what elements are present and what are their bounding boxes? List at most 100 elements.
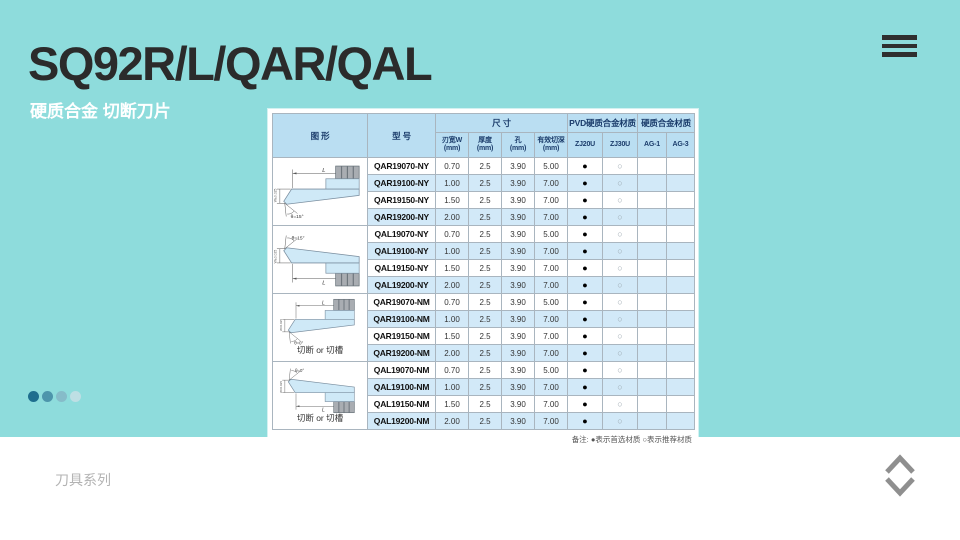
page-subtitle: 硬质合金 切断刀片 xyxy=(30,102,171,121)
thickness-cell: 2.5 xyxy=(468,395,502,413)
hole-cell: 3.90 xyxy=(501,293,535,311)
blade-figure-qal-ny: θ=15° W±0.025 L xyxy=(272,225,368,294)
svg-text:W±0.025: W±0.025 xyxy=(279,381,283,393)
depth-cell: 7.00 xyxy=(533,327,569,345)
width-cell: 2.00 xyxy=(435,344,469,362)
width-cell: 1.50 xyxy=(435,259,469,277)
ag1-cell xyxy=(637,361,668,379)
svg-text:W±0.025: W±0.025 xyxy=(274,188,278,202)
zj20u-marker: ● xyxy=(567,242,604,260)
blade-figure-qar-nm: L W±0.025 θ=0° 切断 or 切槽 xyxy=(272,293,368,362)
svg-text:L: L xyxy=(322,167,325,173)
hole-cell: 3.90 xyxy=(501,242,535,260)
depth-cell: 7.00 xyxy=(533,174,569,192)
figure-caption: 切断 or 切槽 xyxy=(296,345,344,356)
depth-cell: 7.00 xyxy=(533,378,569,396)
pagination-dot[interactable] xyxy=(56,391,67,402)
zj30u-marker: ○ xyxy=(602,276,639,294)
pagination-dot[interactable] xyxy=(70,391,81,402)
depth-cell: 7.00 xyxy=(533,310,569,328)
zj30u-marker: ○ xyxy=(602,208,639,226)
ag3-cell xyxy=(666,259,696,277)
ag1-cell xyxy=(637,412,668,430)
zj30u-marker: ○ xyxy=(602,225,639,243)
table-row: θ=0° W±0.025 L 切断 or 切槽 QAL19070-NM 0.70… xyxy=(272,361,696,430)
thickness-cell: 2.5 xyxy=(468,242,502,260)
model-cell: QAL19150-NY xyxy=(367,259,436,277)
depth-cell: 7.00 xyxy=(533,395,569,413)
chevron-down-icon[interactable] xyxy=(883,476,917,497)
svg-text:L: L xyxy=(322,301,325,307)
depth-cell: 5.00 xyxy=(533,293,569,311)
ag1-cell xyxy=(637,174,668,192)
hole-cell: 3.90 xyxy=(501,225,535,243)
pagination-dot[interactable] xyxy=(42,391,53,402)
table-row: QAL19100-NY 1.00 2.5 3.90 7.00 ● ○ xyxy=(273,242,696,260)
ag3-cell xyxy=(666,242,696,260)
hole-cell: 3.90 xyxy=(501,378,535,396)
figure-caption: 切断 or 切槽 xyxy=(296,413,344,424)
zj30u-marker: ○ xyxy=(602,242,639,260)
width-cell: 1.50 xyxy=(435,191,469,209)
header-ag3: AG-3 xyxy=(666,132,696,158)
ag1-cell xyxy=(637,293,668,311)
series-footer-label: 刀具系列 xyxy=(55,472,111,488)
header-dimensions: 尺 寸 xyxy=(434,113,569,133)
zj20u-marker: ● xyxy=(567,157,604,175)
header-thickness: 厚度 (mm) xyxy=(468,132,502,158)
model-cell: QAR19150-NM xyxy=(367,327,436,345)
pagination-dot[interactable] xyxy=(28,391,39,402)
ag3-cell xyxy=(666,174,696,192)
ag3-cell xyxy=(666,395,696,413)
model-cell: QAL19100-NY xyxy=(367,242,436,260)
zj30u-marker: ○ xyxy=(602,378,639,396)
table-row: L W±0.025 θ=15° QAR19070-NY 0.70 2.5 3.9… xyxy=(272,157,696,226)
width-cell: 0.70 xyxy=(435,225,469,243)
table-row: QAL19150-NM 1.50 2.5 3.90 7.00 ● ○ xyxy=(273,395,696,413)
zj20u-marker: ● xyxy=(567,361,604,379)
ag3-cell xyxy=(666,378,696,396)
thickness-cell: 2.5 xyxy=(468,191,502,209)
zj20u-marker: ● xyxy=(567,191,604,209)
zj20u-marker: ● xyxy=(567,378,604,396)
table-row: QAR19100-NM 1.00 2.5 3.90 7.00 ● ○ xyxy=(273,310,696,328)
pagination-dots xyxy=(28,391,81,402)
table-note: 备注: ●表示首选材质 ○表示推荐材质 xyxy=(571,435,692,444)
ag1-cell xyxy=(637,395,668,413)
thickness-cell: 2.5 xyxy=(468,344,502,362)
zj20u-marker: ● xyxy=(567,412,604,430)
svg-text:W±0.025: W±0.025 xyxy=(279,319,283,331)
model-cell: QAL19200-NM xyxy=(367,412,436,430)
ag3-cell xyxy=(666,344,696,362)
ag1-cell xyxy=(637,327,668,345)
zj30u-marker: ○ xyxy=(602,293,639,311)
ag1-cell xyxy=(637,259,668,277)
menu-button[interactable] xyxy=(882,35,917,57)
model-cell: QAR19070-NY xyxy=(367,157,436,175)
model-cell: QAR19100-NY xyxy=(367,174,436,192)
depth-cell: 7.00 xyxy=(533,242,569,260)
zj20u-marker: ● xyxy=(567,225,604,243)
table-row: QAL19150-NY 1.50 2.5 3.90 7.00 ● ○ xyxy=(273,259,696,277)
header-depth: 有效切深 (mm) xyxy=(533,132,569,158)
model-cell: QAL19070-NM xyxy=(367,361,436,379)
svg-text:L: L xyxy=(322,408,325,414)
zj20u-marker: ● xyxy=(567,395,604,413)
zj30u-marker: ○ xyxy=(602,174,639,192)
width-cell: 2.00 xyxy=(435,208,469,226)
blade-figure-qar-ny: L W±0.025 θ=15° xyxy=(272,157,368,226)
svg-text:θ=0°: θ=0° xyxy=(294,341,303,346)
width-cell: 1.00 xyxy=(435,242,469,260)
ag1-cell xyxy=(637,344,668,362)
header-width: 刃宽W (mm) xyxy=(435,132,469,158)
zj30u-marker: ○ xyxy=(602,361,639,379)
model-cell: QAL19100-NM xyxy=(367,378,436,396)
width-cell: 2.00 xyxy=(435,412,469,430)
ag3-cell xyxy=(666,208,696,226)
header-ag1: AG-1 xyxy=(637,132,668,158)
hole-cell: 3.90 xyxy=(501,395,535,413)
model-cell: QAL19070-NY xyxy=(367,225,436,243)
chevron-up-icon[interactable] xyxy=(883,454,917,475)
hole-cell: 3.90 xyxy=(501,208,535,226)
hole-cell: 3.90 xyxy=(501,361,535,379)
